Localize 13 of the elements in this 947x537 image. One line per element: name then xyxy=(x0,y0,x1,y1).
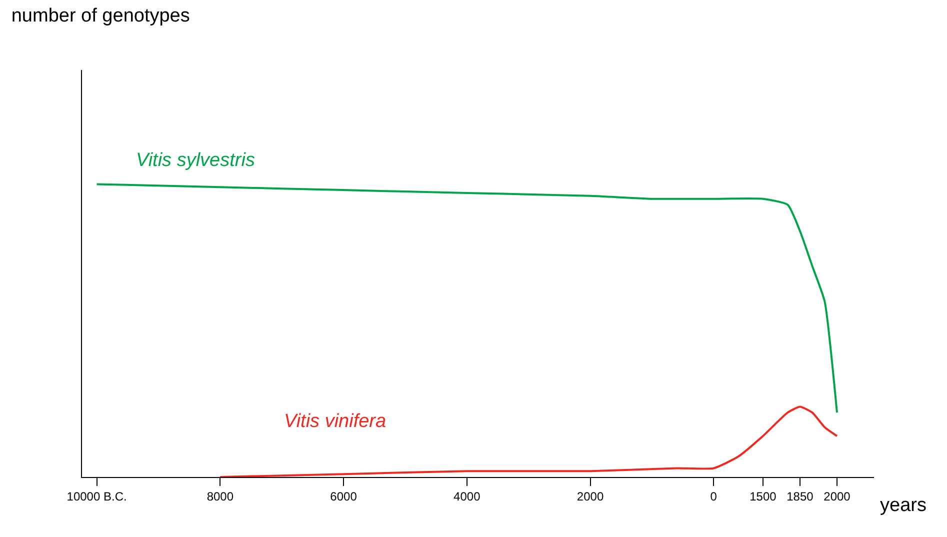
x-tick-label: 8000 xyxy=(206,489,234,504)
x-axis-title: years xyxy=(880,495,926,516)
text: Vitis vinifera xyxy=(284,411,386,432)
x-tick-label: 2000 xyxy=(576,489,604,504)
x-tick-label: 1500 xyxy=(750,489,777,504)
x-tick-label: 4000 xyxy=(454,489,481,504)
series-label: Vitis sylvestris xyxy=(136,150,256,171)
chart-title: number of genotypes xyxy=(11,5,190,26)
x-tick-label: 10000 B.C. xyxy=(66,489,127,504)
x-tick-label: 2000 xyxy=(824,489,851,504)
x-tick-label: 6000 xyxy=(330,489,358,504)
x-tick-label: 1850 xyxy=(786,489,814,504)
x-tick-label: 0 xyxy=(710,489,718,504)
